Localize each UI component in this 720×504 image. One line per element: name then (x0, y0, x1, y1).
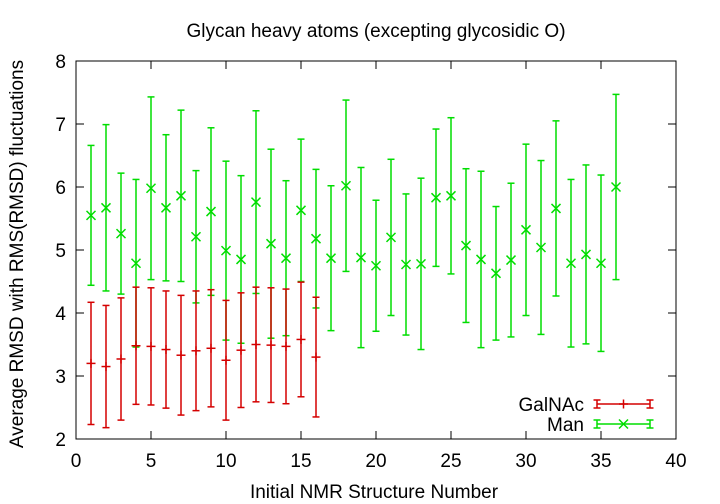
galnac-point (161, 345, 171, 355)
galnac-point (296, 334, 306, 344)
chart-title: Glycan heavy atoms (excepting glycosidic… (186, 21, 565, 42)
legend-item-galnac: GalNAc (519, 395, 654, 416)
x-tick-label: 0 (71, 451, 82, 472)
man-point (430, 192, 442, 203)
man-point (355, 252, 367, 263)
legend-label-galnac: GalNAc (519, 395, 584, 416)
man-point (160, 202, 172, 213)
y-axis-label: Average RMSD with RMS(RMSD) fluctuations (7, 60, 28, 448)
man-point (280, 253, 292, 264)
man-point (610, 181, 622, 193)
man-point (325, 253, 337, 264)
man-point (265, 238, 277, 249)
y-tick-label: 2 (55, 430, 66, 451)
x-tick-label: 15 (290, 451, 311, 472)
series-layer (85, 93, 622, 429)
man-point (115, 228, 127, 239)
man-point (595, 258, 607, 269)
man-point (190, 231, 202, 242)
y-tick-label: 8 (55, 52, 66, 73)
galnac-point (281, 341, 291, 351)
galnac-point (146, 341, 156, 351)
man-point (130, 258, 142, 269)
galnac-point (86, 358, 96, 368)
galnac-point (236, 345, 246, 355)
galnac-point (311, 352, 321, 362)
man-point (565, 258, 577, 269)
plot-frame (75, 60, 677, 440)
y-tick-label: 6 (55, 178, 66, 199)
galnac-point (191, 346, 201, 356)
x-tick-label: 40 (665, 451, 686, 472)
legend-marker-galnac (619, 399, 628, 409)
x-tick-label: 25 (440, 451, 461, 472)
man-point (520, 224, 532, 235)
man-point (535, 242, 547, 253)
galnac-point (131, 341, 141, 351)
man-point (490, 268, 502, 279)
axis-ticks: 0 5 10 15 20 25 30 35 40 2 3 4 5 6 7 8 (55, 52, 686, 472)
galnac-point (116, 354, 126, 364)
galnac-point (266, 340, 276, 350)
legend-label-man: Man (547, 415, 584, 436)
x-tick-label: 30 (515, 451, 536, 472)
man-point (460, 240, 472, 251)
man-point (205, 206, 217, 217)
legend-marker-man (618, 418, 629, 430)
man-point (295, 205, 307, 216)
series-galnac (86, 281, 321, 429)
y-tick-label: 3 (55, 367, 66, 388)
man-point (85, 210, 97, 221)
man-point (370, 260, 382, 271)
man-point (340, 180, 352, 191)
man-point (445, 190, 457, 201)
man-point (310, 233, 322, 244)
legend-item-man: Man (547, 415, 654, 436)
galnac-point (206, 343, 216, 353)
man-point (505, 255, 517, 266)
x-tick-label: 5 (146, 451, 157, 472)
man-point (175, 190, 187, 201)
man-point (550, 203, 562, 214)
man-point (475, 254, 487, 265)
man-point (250, 197, 262, 208)
y-tick-label: 4 (55, 304, 66, 325)
man-point (235, 254, 247, 265)
man-point (580, 249, 592, 260)
x-tick-label: 20 (365, 451, 386, 472)
galnac-point (221, 355, 231, 365)
man-point (415, 258, 427, 269)
man-point (385, 232, 397, 243)
x-axis-label: Initial NMR Structure Number (250, 482, 499, 503)
galnac-point (251, 340, 261, 349)
man-point (220, 245, 232, 256)
x-tick-label: 35 (590, 451, 611, 472)
y-tick-label: 5 (55, 241, 66, 262)
y-tick-label: 7 (55, 115, 66, 136)
man-point (400, 259, 412, 270)
man-point (145, 183, 157, 194)
man-point (100, 202, 112, 213)
galnac-point (101, 362, 111, 372)
x-tick-label: 10 (215, 451, 236, 472)
galnac-point (176, 350, 186, 360)
